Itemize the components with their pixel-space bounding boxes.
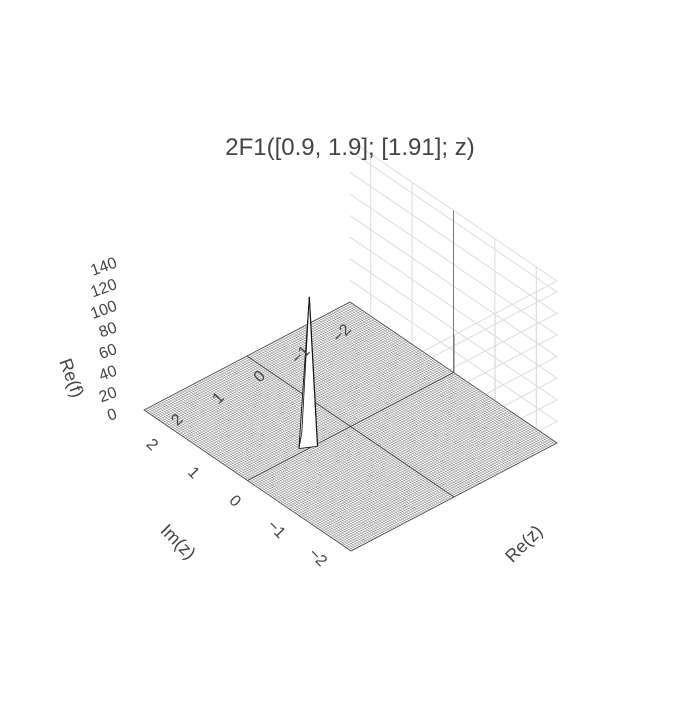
- y-tick-label: 1: [184, 464, 202, 482]
- z-tick-label: 0: [105, 406, 119, 425]
- surface-mesh: [143, 301, 558, 552]
- z-tick-label: 20: [97, 384, 120, 406]
- x-axis-label: Re(z): [501, 521, 546, 566]
- y-tick-label: −1: [264, 517, 289, 542]
- z-tick-label: 60: [97, 341, 120, 363]
- z-axis-label: Re(f): [55, 356, 87, 400]
- z-tick-label: 80: [97, 319, 120, 341]
- spike-face: [298, 296, 310, 449]
- y-tick-label: 0: [226, 492, 244, 510]
- z-tick-label: 120: [88, 276, 119, 301]
- chart-title: 2F1([0.9, 1.9]; [1.91]; z): [225, 134, 475, 161]
- z-tick-label: 140: [88, 255, 119, 280]
- y-tick-label: 2: [143, 436, 161, 454]
- y-tick-label: −2: [305, 545, 330, 570]
- zero-floor-line: [247, 372, 454, 481]
- z-tick-label: 40: [97, 363, 120, 385]
- spike-edge: [308, 296, 319, 447]
- y-axis-label: Im(z): [157, 520, 200, 563]
- z-tick-label: 100: [88, 298, 119, 323]
- pole-spike: [298, 296, 319, 449]
